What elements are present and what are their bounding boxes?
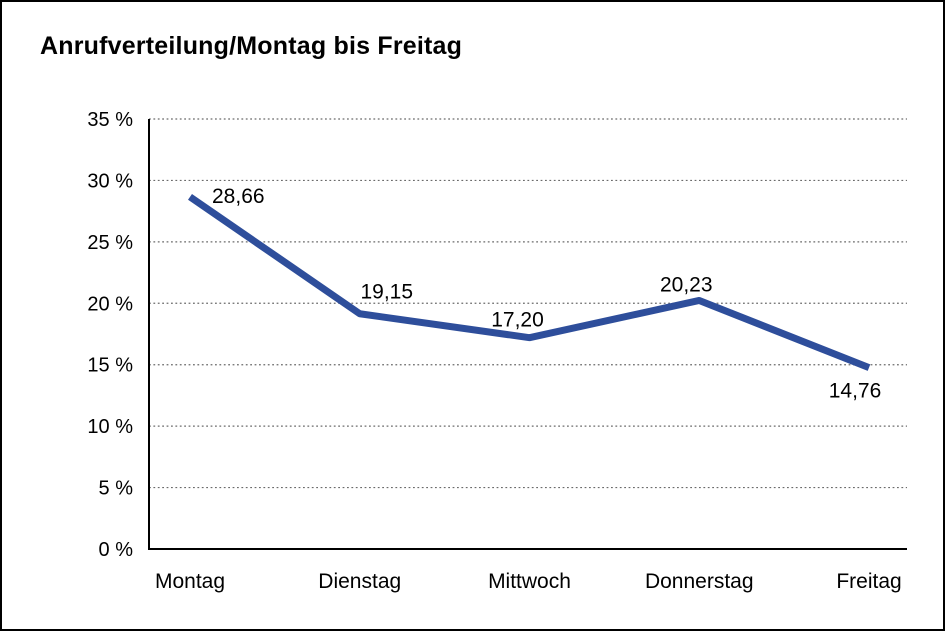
- y-tick-label: 0 %: [99, 539, 134, 561]
- y-tick-label: 15 %: [87, 355, 133, 377]
- chart-title: Anrufverteilung/Montag bis Freitag: [40, 32, 463, 60]
- y-tick-label: 25 %: [87, 232, 133, 254]
- x-category-label: Donnerstag: [645, 570, 754, 593]
- x-category-label: Montag: [155, 570, 225, 593]
- data-point-label: 28,66: [212, 185, 265, 208]
- y-tick-label: 20 %: [87, 293, 133, 315]
- y-tick-label: 10 %: [87, 416, 133, 438]
- y-tick-label: 35 %: [87, 109, 133, 131]
- x-category-label: Freitag: [836, 570, 901, 593]
- y-tick-label: 30 %: [87, 170, 133, 192]
- data-line: [188, 194, 871, 371]
- x-category-label: Dienstag: [318, 570, 401, 593]
- data-point-label: 20,23: [660, 273, 713, 296]
- data-point-label: 14,76: [829, 380, 882, 403]
- y-tick-label: 5 %: [99, 478, 134, 500]
- data-point-label: 19,15: [360, 281, 413, 304]
- data-point-label: 17,20: [491, 309, 544, 332]
- x-category-label: Mittwoch: [488, 570, 571, 593]
